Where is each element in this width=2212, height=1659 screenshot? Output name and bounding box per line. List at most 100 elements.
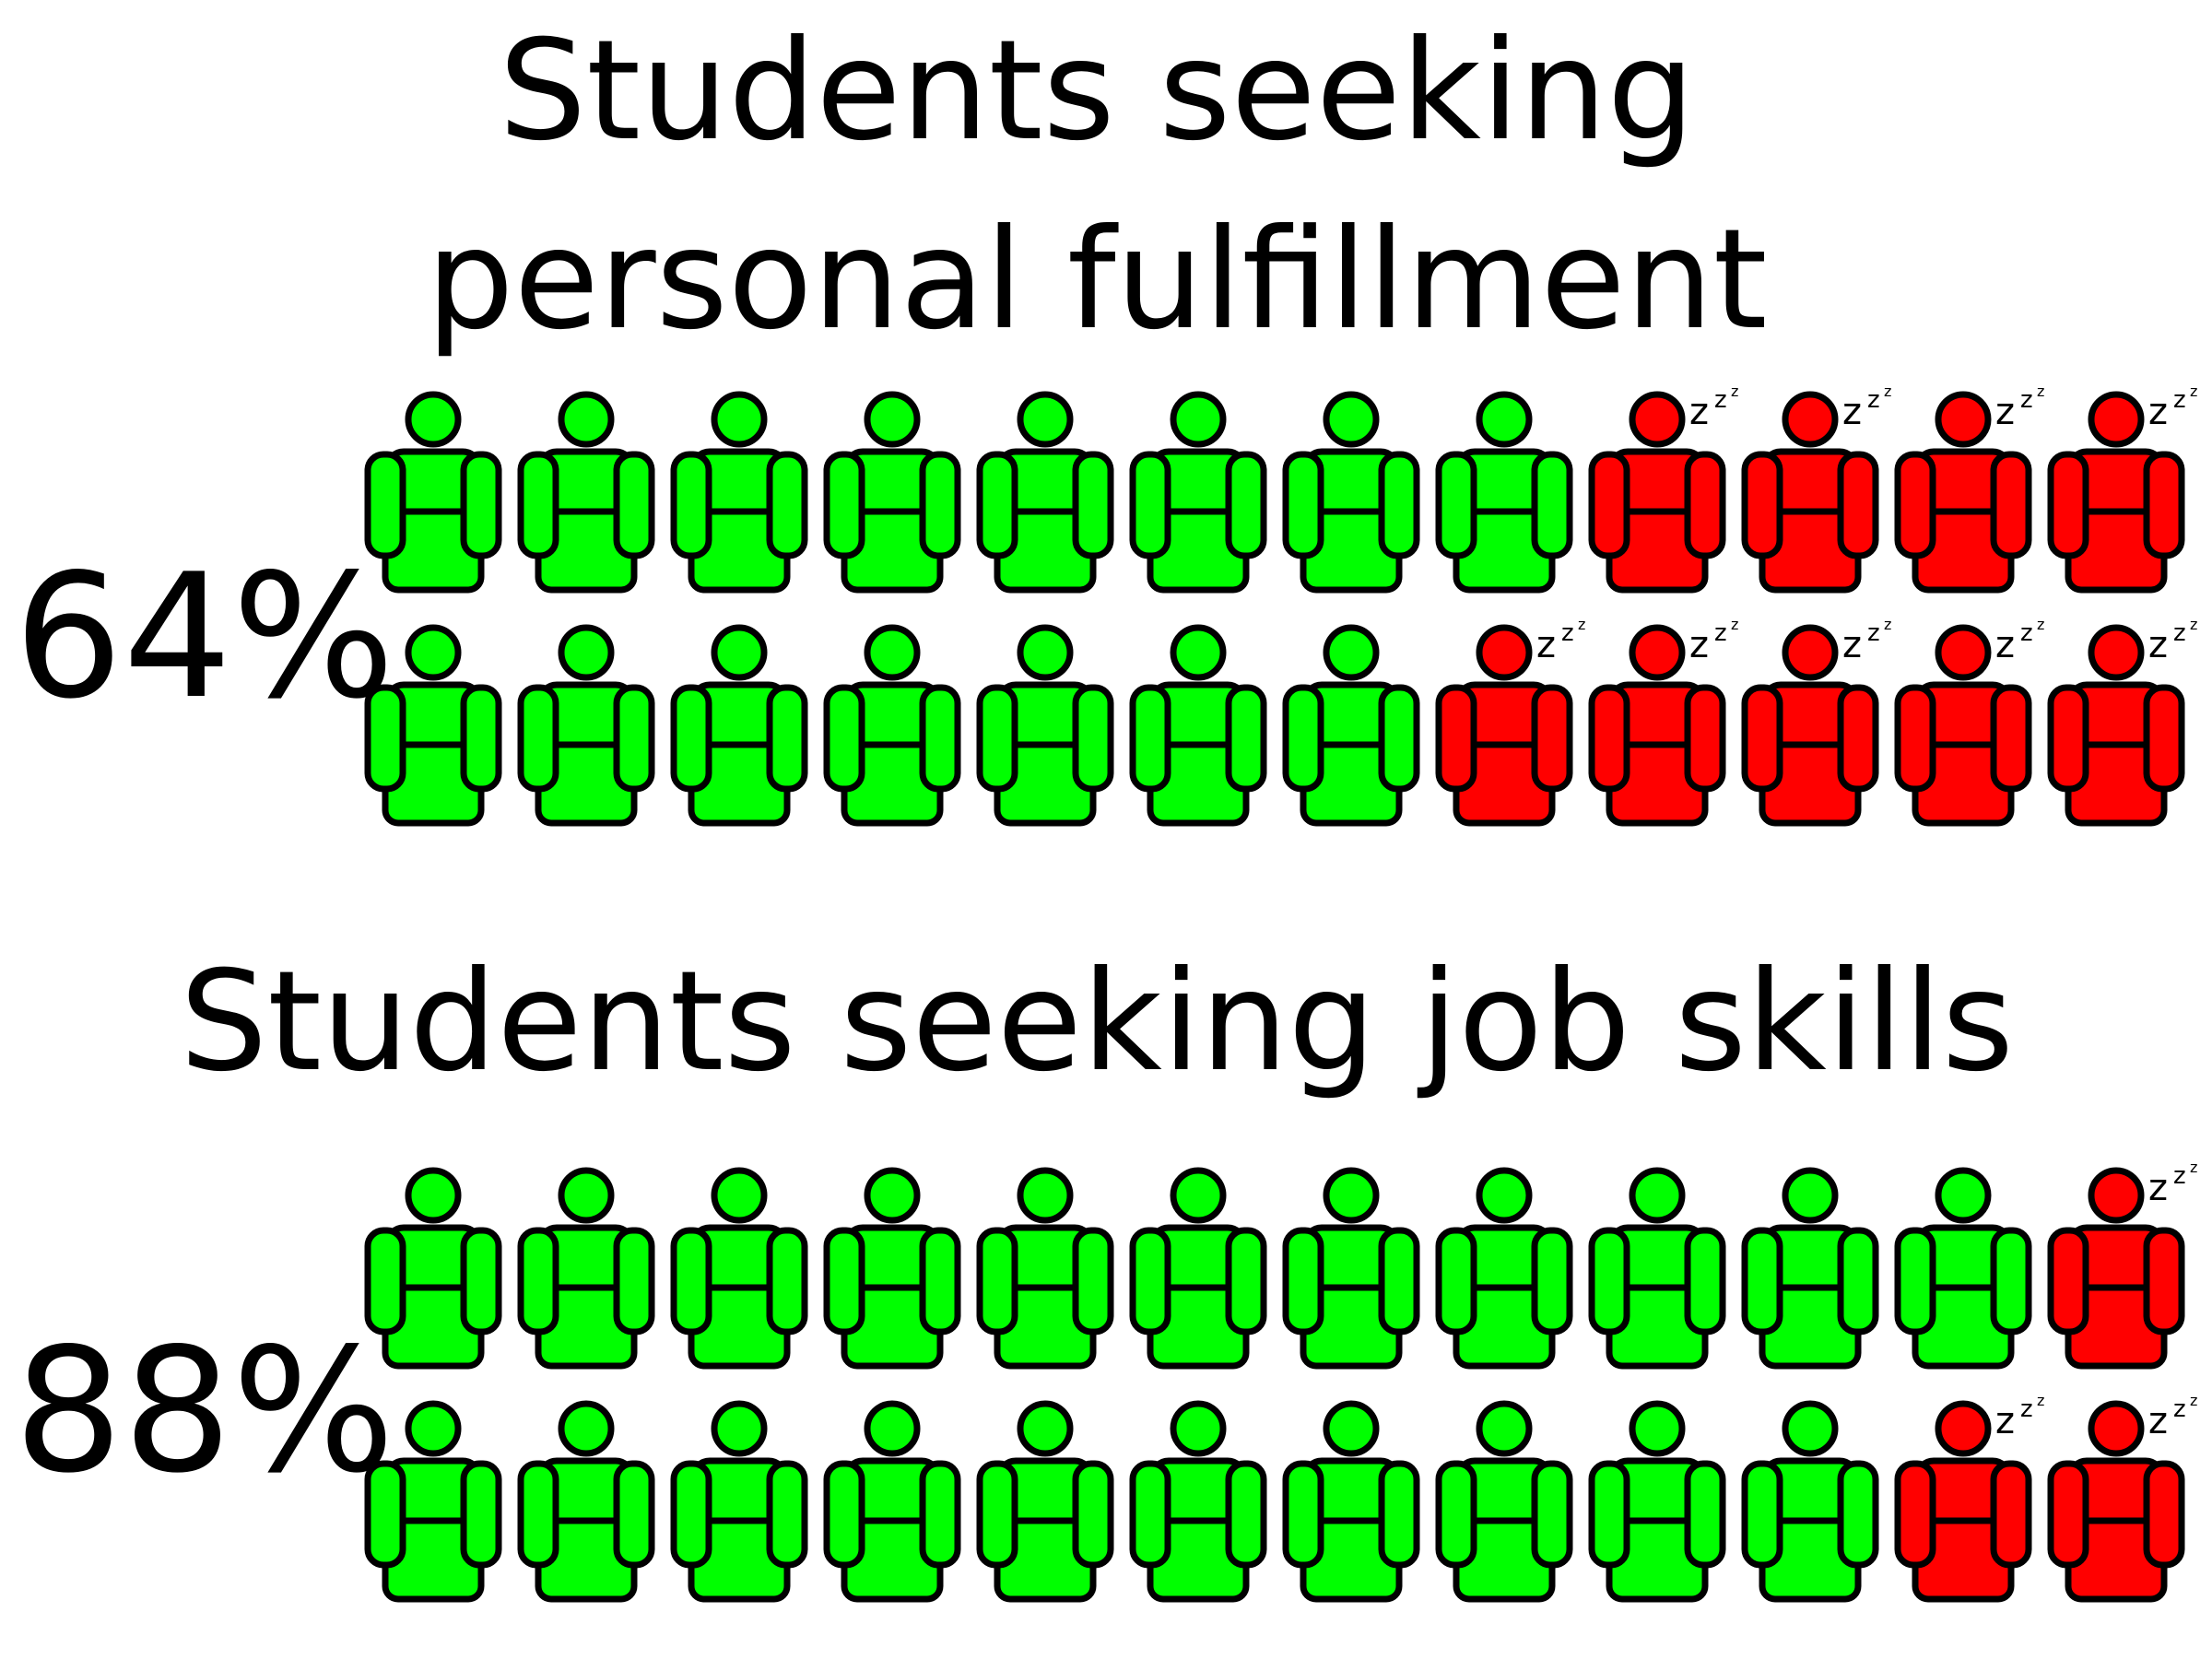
person-icon-seeking	[364, 624, 502, 827]
person-left-arm	[1129, 684, 1171, 793]
person-left-arm	[1282, 684, 1324, 793]
person-left-arm	[2047, 1460, 2089, 1569]
person-icon-seeking	[976, 1400, 1114, 1603]
person-head	[1629, 391, 1686, 448]
person-right-arm	[460, 1460, 502, 1569]
person-left-arm	[2047, 1227, 2089, 1335]
person-left-arm	[1435, 684, 1477, 793]
person-right-arm	[1072, 1460, 1114, 1569]
person-right-arm	[1837, 684, 1879, 793]
person-right-arm	[460, 684, 502, 793]
zzz-letter: z	[2190, 616, 2197, 633]
person-right-arm	[1531, 1227, 1573, 1335]
person-left-arm	[976, 684, 1018, 793]
person-left-arm	[1129, 451, 1171, 559]
person-icon-not-seeking	[2047, 1167, 2185, 1370]
percent-label: 64%	[14, 536, 394, 736]
person-icon-seeking	[976, 391, 1114, 594]
person-icon-seeking	[670, 1167, 808, 1370]
person-left-arm	[1129, 1227, 1171, 1335]
person-left-arm	[1741, 451, 1783, 559]
zzz-letter: z	[2173, 386, 2186, 414]
person-icon-seeking	[364, 391, 502, 594]
person-head	[1170, 391, 1227, 448]
person-head	[1170, 624, 1227, 681]
person-icon-seeking	[670, 1400, 808, 1603]
person-icon-not-seeking	[1435, 624, 1573, 827]
person-right-arm	[460, 1227, 502, 1335]
zzz-letter: z	[1731, 616, 1738, 633]
person-left-arm	[517, 451, 559, 559]
zzz-letter: z	[1689, 624, 1709, 666]
person-right-arm	[1378, 684, 1420, 793]
zzz-letter: z	[1884, 382, 1891, 400]
person-right-arm	[766, 1460, 808, 1569]
zzz-letter: z	[1842, 624, 1862, 666]
percent-label: 88%	[14, 1311, 394, 1511]
person-right-arm	[1684, 451, 1726, 559]
person-icon-seeking	[1282, 391, 1420, 594]
person-right-arm	[1072, 1227, 1114, 1335]
person-icon-seeking	[823, 624, 961, 827]
person-head	[1935, 624, 1992, 681]
person-right-arm	[2143, 684, 2185, 793]
person-icon-seeking	[1435, 1167, 1573, 1370]
zzz-letter: z	[1995, 624, 2015, 666]
zzz-letter: z	[1561, 619, 1574, 647]
person-head	[558, 1167, 615, 1224]
person-left-arm	[1588, 451, 1630, 559]
person-left-arm	[1741, 1227, 1783, 1335]
person-icon-seeking	[1435, 391, 1573, 594]
person-right-arm	[919, 451, 961, 559]
person-right-arm	[1225, 451, 1267, 559]
person-left-arm	[1588, 1460, 1630, 1569]
zzz-letter: z	[1689, 391, 1709, 433]
person-head	[2088, 624, 2145, 681]
person-head	[1935, 1167, 1992, 1224]
person-left-arm	[670, 451, 712, 559]
person-right-arm	[1378, 1227, 1420, 1335]
person-icon-not-seeking	[1588, 391, 1726, 594]
person-head	[405, 1167, 462, 1224]
person-head	[1782, 391, 1839, 448]
zzz-letter: z	[2173, 1395, 2186, 1423]
person-left-arm	[1741, 684, 1783, 793]
person-left-arm	[823, 1227, 865, 1335]
person-left-arm	[2047, 451, 2089, 559]
person-right-arm	[1531, 451, 1573, 559]
person-icon-seeking	[364, 1167, 502, 1370]
person-left-arm	[1282, 1460, 1324, 1569]
person-icon-seeking	[1129, 624, 1267, 827]
person-icon-not-seeking	[1741, 391, 1879, 594]
person-head	[864, 1400, 921, 1457]
person-right-arm	[1225, 1227, 1267, 1335]
person-right-arm	[2143, 1227, 2185, 1335]
zzz-letter: z	[2020, 1395, 2033, 1423]
person-right-arm	[1684, 1227, 1726, 1335]
person-left-arm	[1282, 1227, 1324, 1335]
person-icon-not-seeking	[2047, 624, 2185, 827]
person-icon-seeking	[823, 1400, 961, 1603]
chart-title-line-1: Students seeking	[499, 11, 1695, 171]
person-left-arm	[1894, 684, 1936, 793]
person-icon-seeking	[1741, 1167, 1879, 1370]
zzz-letter: z	[2148, 391, 2168, 433]
zzz-letter: z	[1714, 386, 1727, 414]
person-right-arm	[919, 684, 961, 793]
person-icon-seeking	[1435, 1400, 1573, 1603]
person-left-arm	[517, 684, 559, 793]
zzz-letter: z	[1578, 616, 1585, 633]
person-head	[1935, 1400, 1992, 1457]
icon-grid: z z zz z z z z z	[364, 1159, 2197, 1603]
person-left-arm	[364, 1227, 406, 1335]
person-right-arm	[1225, 684, 1267, 793]
person-left-arm	[823, 1460, 865, 1569]
person-right-arm	[613, 684, 655, 793]
zzz-letter: z	[2190, 382, 2197, 400]
person-icon-seeking	[1588, 1167, 1726, 1370]
person-left-arm	[670, 1227, 712, 1335]
person-right-arm	[1072, 451, 1114, 559]
